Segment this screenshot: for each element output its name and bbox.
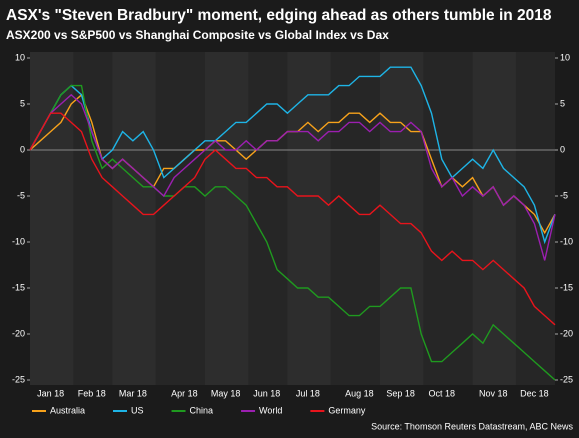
y-tick-label: -20 xyxy=(12,328,25,338)
x-tick-label: Apr 18 xyxy=(171,388,198,398)
y-tick-label: -25 xyxy=(12,374,25,384)
x-tick-label: Mar 18 xyxy=(119,388,147,398)
legend-label: China xyxy=(190,405,214,415)
y2-tick-label: -20 xyxy=(560,328,573,338)
month-band xyxy=(205,52,249,385)
legend-label: Australia xyxy=(50,405,85,415)
x-tick-label: May 18 xyxy=(211,388,241,398)
y2-tick-label: -5 xyxy=(560,190,568,200)
legend-label: US xyxy=(131,405,144,415)
y2-tick-label: 10 xyxy=(560,52,570,62)
chart-title: ASX's "Steven Bradbury" moment, edging a… xyxy=(6,7,552,24)
legend-label: World xyxy=(259,405,282,415)
y-tick-label: -5 xyxy=(17,190,25,200)
month-band xyxy=(30,52,74,385)
x-tick-label: Feb 18 xyxy=(78,388,106,398)
month-band xyxy=(380,52,424,385)
y2-tick-label: -10 xyxy=(560,236,573,246)
legend-label: Germany xyxy=(328,405,366,415)
x-tick-label: Jul 18 xyxy=(296,388,320,398)
y-tick-label: 10 xyxy=(15,52,25,62)
x-tick-label: Oct 18 xyxy=(429,388,456,398)
y-tick-label: 0 xyxy=(20,144,25,154)
y2-tick-label: -15 xyxy=(560,282,573,292)
month-band xyxy=(472,52,516,385)
series-line xyxy=(29,93,556,261)
x-tick-label: Nov 18 xyxy=(479,388,508,398)
x-tick-label: Sep 18 xyxy=(386,388,415,398)
y2-tick-label: 5 xyxy=(560,98,565,108)
source: Source: Thomson Reuters Datastream, ABC … xyxy=(371,421,573,431)
x-tick-label: Jun 18 xyxy=(253,388,280,398)
y-tick-label: -10 xyxy=(12,236,25,246)
month-band xyxy=(112,52,156,385)
y-tick-label: 5 xyxy=(20,98,25,108)
month-band xyxy=(287,52,331,385)
y2-tick-label: -25 xyxy=(560,374,573,384)
x-tick-label: Jan 18 xyxy=(37,388,64,398)
series-line xyxy=(29,112,556,326)
chart-subtitle: ASX200 vs S&P500 vs Shanghai Composite v… xyxy=(6,28,389,42)
x-tick-label: Dec 18 xyxy=(520,388,549,398)
x-tick-label: Aug 18 xyxy=(345,388,374,398)
y-tick-label: -15 xyxy=(12,282,25,292)
series-line xyxy=(29,66,556,245)
y2-tick-label: 0 xyxy=(560,144,565,154)
